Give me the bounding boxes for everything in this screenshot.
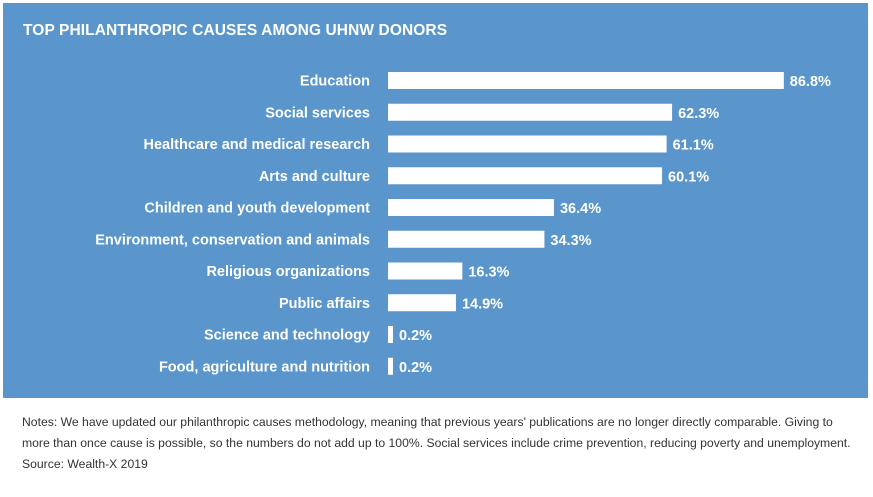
data-label: 0.2% — [399, 328, 432, 344]
bar — [388, 326, 393, 343]
notes-text: Notes: We have updated our philanthropic… — [22, 415, 851, 450]
bar-chart: Education 86.8% Social services 62.3% Health… — [95, 72, 831, 376]
category-label: Science and technology — [204, 328, 370, 344]
category-label: Arts and culture — [259, 169, 370, 185]
bar — [388, 135, 667, 153]
bar — [388, 230, 545, 248]
category-label: Healthcare and medical research — [144, 137, 370, 153]
data-label: 14.9% — [462, 296, 503, 312]
category-label: Children and youth development — [144, 201, 370, 217]
bar — [388, 357, 393, 375]
category-label: Religious organizations — [206, 264, 370, 280]
bar — [388, 294, 456, 312]
data-label: 62.3% — [678, 106, 719, 122]
category-label: Environment, conservation and animals — [95, 232, 370, 248]
bar — [388, 167, 663, 185]
bar — [388, 103, 673, 121]
data-label: 36.4% — [560, 201, 601, 217]
data-label: 16.3% — [468, 265, 509, 281]
category-label: Social services — [265, 105, 370, 121]
chart-notes: Notes: We have updated our philanthropic… — [22, 412, 852, 475]
chart-title: TOP PHILANTHROPIC CAUSES AMONG UHNW DONO… — [23, 22, 448, 39]
data-label: 86.8% — [790, 74, 831, 90]
category-label: Food, agriculture and nutrition — [159, 359, 370, 375]
category-label: Public affairs — [279, 296, 370, 312]
source-text: Source: Wealth-X 2019 — [22, 457, 148, 471]
bar — [388, 262, 463, 280]
data-label: 60.1% — [668, 169, 709, 185]
data-label: 34.3% — [550, 233, 591, 249]
category-label: Education — [300, 74, 370, 90]
bar — [388, 72, 784, 89]
data-label: 0.2% — [399, 360, 432, 376]
bar — [388, 199, 554, 216]
data-label: 61.1% — [673, 138, 714, 154]
